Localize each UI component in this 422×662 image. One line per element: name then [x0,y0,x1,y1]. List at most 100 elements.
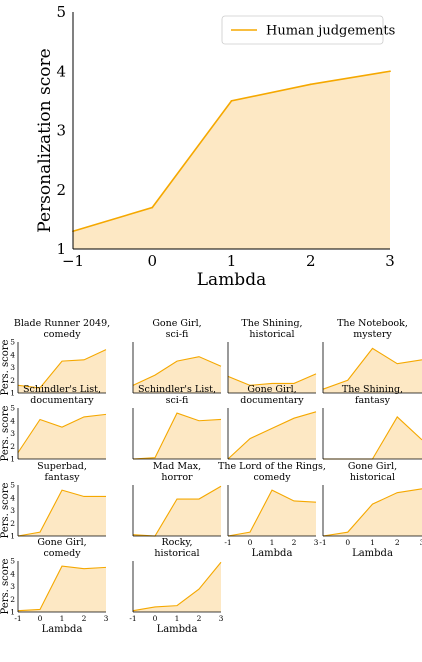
panel-x-tick-label: 0 [38,614,43,623]
panel-title-line2: historical [249,329,294,340]
panel-y-tick-label: 4 [10,416,15,425]
panel-x-tick-label: 0 [248,538,253,547]
panel-y-tick-label: 2 [10,519,15,528]
legend: Human judgements [221,15,395,45]
panel-title-line2: comedy [43,548,81,559]
panel-y-axis-label: Pers. score [0,558,11,614]
panel-title-line2: documentary [240,395,304,406]
panel-y-axis-label: Pers. score [0,482,11,538]
panel-title-line2: sci-fi [166,395,189,406]
panel-title-line2: historical [154,548,199,559]
panel-x-tick-label: 1 [270,538,275,547]
panel-title-line1: Schindler's List, [138,384,216,395]
panel-title-line1: Gone Girl, [37,537,86,548]
main-x-tick-label: 1 [227,252,237,270]
panel: Rocky,historical -1 0 1 2 3 Lambda [129,537,223,635]
main-y-tick-label: 3 [56,122,66,140]
main-y-tick-label: 5 [56,3,66,21]
panel-x-tick-label: 1 [370,538,375,547]
panel-area-fill [323,348,422,393]
panel-x-tick-label: -1 [319,538,326,547]
panel-x-tick-label: 0 [345,538,350,547]
panel-title-line2: documentary [30,395,94,406]
panel-y-tick-label: 1 [10,455,15,464]
panel: The Notebook,mystery [322,318,422,394]
panel: Mad Max,horror [132,461,222,537]
panel-title-line2: horror [161,472,193,483]
panel-y-tick-label: 3 [10,429,15,438]
panel-title-line2: comedy [253,472,291,483]
panel-area-fill [18,414,106,459]
panel-series-line [227,489,317,537]
panel-area-fill [228,490,316,536]
panel-y-tick-label: 5 [10,481,15,490]
panel-x-tick-label: 1 [175,614,180,623]
panel-area-fill [323,488,422,536]
panel-title-line1: Gone Girl, [152,318,201,329]
panel-x-axis-label: Lambda [42,624,83,635]
panel-x-tick-label: 2 [82,614,87,623]
panel-series-line [17,413,107,453]
panel-title-line1: Schindler's List, [23,384,101,395]
panel-x-tick-label: 3 [314,538,319,547]
panel-series-line [132,561,222,612]
panel-title-line1: The Shining, [241,318,302,329]
panel-y-tick-label: 1 [10,389,15,398]
panel-y-tick-label: 3 [10,582,15,591]
panel-series-line [17,349,107,389]
panel-x-tick-label: -1 [14,614,21,623]
panel-title-line2: sci-fi [166,329,189,340]
panel-y-tick-label: 2 [10,376,15,385]
main-y-axis-label: Personalization score [35,48,55,232]
panel-x-axis-label: Lambda [157,624,198,635]
panel-title-line2: historical [350,472,395,483]
panel: The Lord of the Rings,comedy -1 0 1 2 3 Lambda [218,461,326,559]
legend-label: Human judgements [266,24,395,39]
main-area-fill [73,71,390,249]
panel-y-tick-label: 2 [10,442,15,451]
panel-y-tick-label: 5 [10,404,15,413]
panel-y-tick-label: 2 [10,595,15,604]
panel-x-tick-label: 3 [219,614,224,623]
panel-series-line [322,488,422,537]
panel-area-fill [18,349,106,393]
panel-title-line1: Superbad, [37,461,87,472]
main-x-tick-label: 0 [147,252,157,270]
panel-area-fill [18,566,106,612]
panel-title-line1: Gone Girl, [247,384,296,395]
panel-x-tick-label: -1 [129,614,136,623]
panel-title-line2: mystery [353,329,392,340]
main-y-tick-label: 4 [56,62,66,80]
main-y-tick-label: 1 [56,240,66,258]
panel-title-line1: Rocky, [161,537,192,548]
panel-title-line2: fantasy [44,472,80,483]
panel-title-line1: The Lord of the Rings, [218,461,326,472]
panel: Schindler's List,sci-fi [132,384,222,460]
panel-series-line [227,373,317,386]
panel: Gone Girl,documentary [227,384,317,460]
panel-title-line2: comedy [43,329,81,340]
panel-area-fill [133,562,221,612]
panel-x-tick-label: 1 [60,614,65,623]
panel-series-line [227,411,317,460]
panel-title-line2: fantasy [355,395,391,406]
panel-series-line [132,485,222,537]
panel-title-line1: The Notebook, [337,318,408,329]
panel-y-axis-label: Pers. score [0,405,11,461]
panel-y-tick-label: 5 [10,557,15,566]
panel: The Shining,historical [227,318,317,394]
panel-y-axis-label: Pers. score [0,339,11,395]
panel-x-tick-label: 0 [153,614,158,623]
legend-frame [221,15,384,45]
main-x-tick-label: 2 [306,252,316,270]
panel-x-axis-label: Lambda [352,548,393,559]
main-data-point [389,70,391,73]
panel-x-tick-label: 2 [395,538,400,547]
panel-area-fill [133,486,221,536]
panel-y-tick-label: 3 [10,506,15,515]
main-data-point [230,99,233,102]
